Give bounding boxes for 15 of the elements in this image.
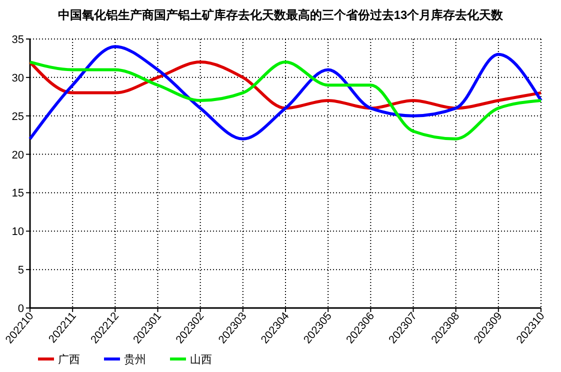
line-series xyxy=(28,45,542,140)
line-series xyxy=(28,60,542,110)
y-tick-label: 0 xyxy=(18,303,24,315)
legend-label: 广西 xyxy=(58,353,80,366)
y-tick-label: 30 xyxy=(12,72,24,84)
line-series xyxy=(28,60,542,140)
y-tick-label: 35 xyxy=(12,34,24,46)
y-tick-label: 25 xyxy=(12,110,24,123)
legend-label: 山西 xyxy=(190,353,212,366)
legend-label: 贵州 xyxy=(124,353,146,366)
chart-title: 中国氧化铝生产商国产铝土矿库存去化天数最高的三个省份过去13个月库存去化天数 xyxy=(58,8,504,22)
y-tick-label: 15 xyxy=(12,188,24,200)
y-tick-label: 20 xyxy=(12,149,24,162)
y-tick-label: 5 xyxy=(18,264,24,277)
y-tick-label: 10 xyxy=(12,226,24,238)
